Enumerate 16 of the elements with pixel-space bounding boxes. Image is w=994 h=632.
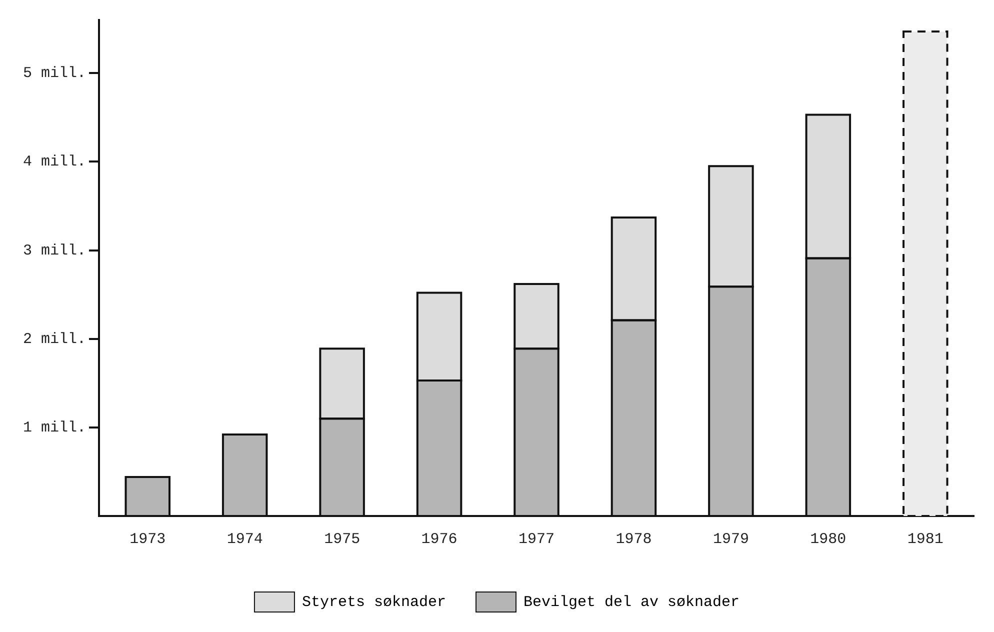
x-tick-label: 1975 bbox=[324, 530, 360, 548]
x-tick-label: 1974 bbox=[226, 530, 263, 548]
x-tick-label: 1979 bbox=[712, 530, 749, 548]
y-tick-label: 1 mill. bbox=[22, 419, 86, 436]
x-tick-label: 1977 bbox=[518, 530, 555, 548]
y-tick-label: 5 mill. bbox=[22, 65, 86, 82]
legend-label: Bevilget del av søknader bbox=[523, 594, 740, 611]
x-tick-label: 1981 bbox=[907, 530, 944, 548]
x-tick-label: 1973 bbox=[130, 530, 166, 548]
y-tick-label: 4 mill. bbox=[22, 154, 86, 171]
legend-label: Styrets søknader bbox=[302, 594, 446, 611]
x-tick-label: 1976 bbox=[421, 530, 458, 548]
y-tick-label: 2 mill. bbox=[22, 330, 86, 348]
x-tick-label: 1978 bbox=[616, 530, 652, 548]
y-tick-label: 3 mill. bbox=[22, 242, 86, 260]
x-tick-label: 1980 bbox=[810, 530, 846, 548]
